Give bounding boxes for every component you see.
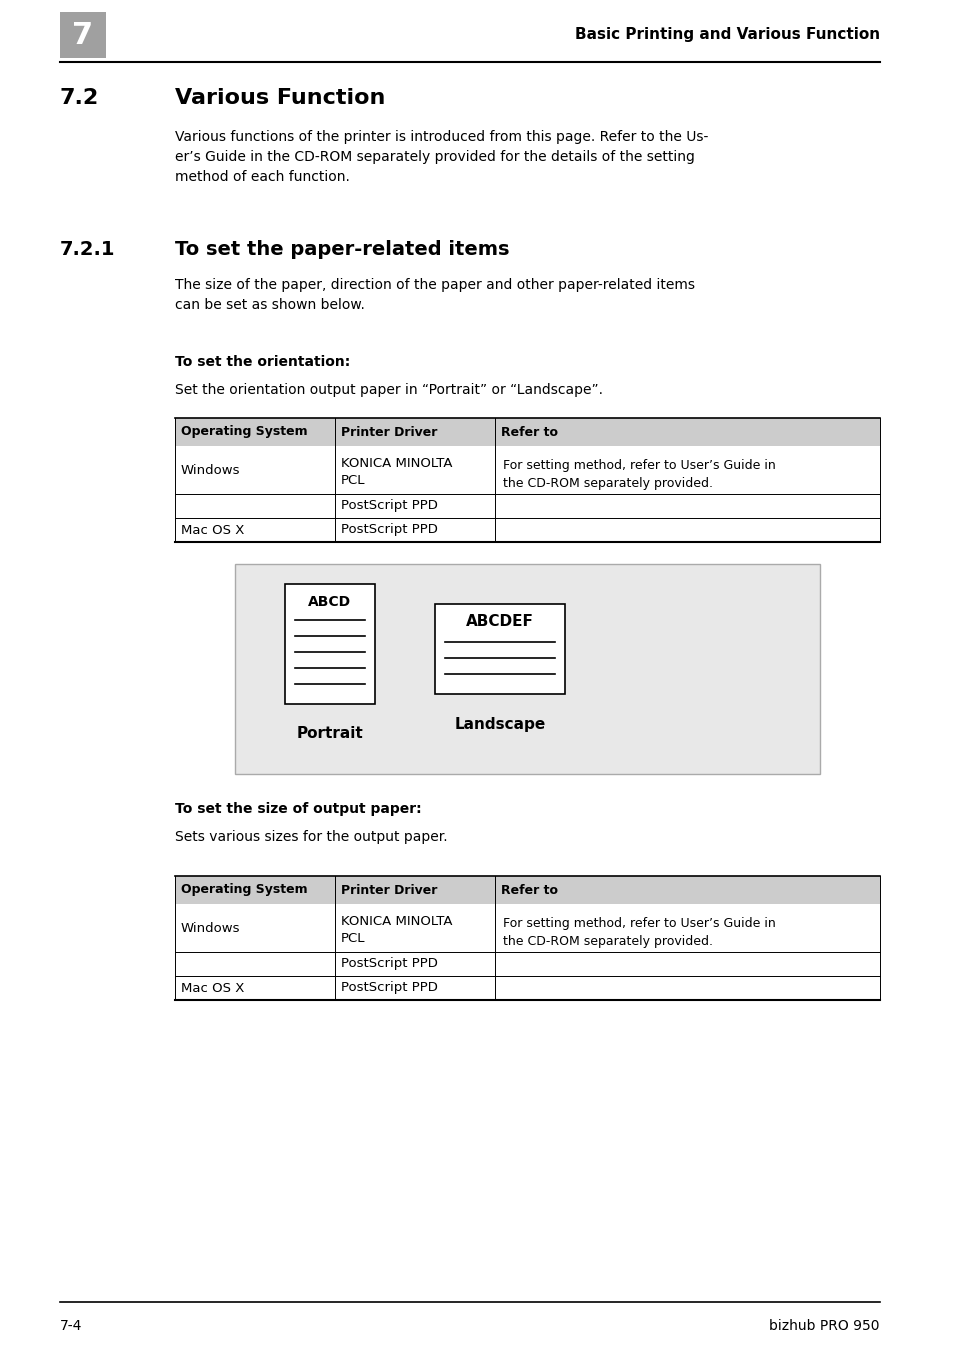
Text: 7.2: 7.2 (60, 88, 99, 108)
Text: ABCD: ABCD (308, 595, 352, 608)
Text: 7-4: 7-4 (60, 1320, 82, 1333)
Text: For setting method, refer to User’s Guide in
the CD-ROM separately provided.: For setting method, refer to User’s Guid… (502, 458, 775, 489)
Text: PostScript PPD: PostScript PPD (340, 523, 437, 537)
Text: The size of the paper, direction of the paper and other paper-related items
can : The size of the paper, direction of the … (174, 279, 695, 312)
Text: PostScript PPD: PostScript PPD (340, 957, 437, 971)
Text: To set the size of output paper:: To set the size of output paper: (174, 802, 421, 817)
Text: Operating System: Operating System (181, 426, 307, 438)
Text: Landscape: Landscape (454, 717, 545, 731)
Text: Refer to: Refer to (500, 883, 558, 896)
Text: Windows: Windows (181, 464, 240, 476)
Text: Set the orientation output paper in “Portrait” or “Landscape”.: Set the orientation output paper in “Por… (174, 383, 602, 397)
Bar (174, 418, 879, 446)
Text: bizhub PRO 950: bizhub PRO 950 (769, 1320, 879, 1333)
Bar (174, 446, 879, 493)
Text: Operating System: Operating System (181, 883, 307, 896)
Bar (234, 564, 820, 773)
Bar (435, 604, 564, 694)
Text: 7: 7 (72, 20, 93, 50)
Text: Mac OS X: Mac OS X (181, 982, 244, 995)
Bar (174, 518, 879, 542)
Text: For setting method, refer to User’s Guide in
the CD-ROM separately provided.: For setting method, refer to User’s Guid… (502, 917, 775, 948)
Bar (60, 12, 106, 58)
Text: Portrait: Portrait (296, 726, 363, 741)
Text: Refer to: Refer to (500, 426, 558, 438)
Text: PostScript PPD: PostScript PPD (340, 499, 437, 512)
Text: KONICA MINOLTA
PCL: KONICA MINOLTA PCL (340, 915, 452, 945)
Bar (174, 976, 879, 1000)
Bar (285, 584, 375, 704)
Text: Printer Driver: Printer Driver (340, 426, 436, 438)
Text: Various Function: Various Function (174, 88, 385, 108)
Text: Mac OS X: Mac OS X (181, 523, 244, 537)
Text: To set the paper-related items: To set the paper-related items (174, 241, 509, 260)
Bar (174, 493, 879, 518)
Text: ABCDEF: ABCDEF (466, 615, 534, 630)
Bar (174, 876, 879, 904)
Bar (174, 952, 879, 976)
Text: To set the orientation:: To set the orientation: (174, 356, 350, 369)
Text: Various functions of the printer is introduced from this page. Refer to the Us-
: Various functions of the printer is intr… (174, 130, 708, 184)
Text: Sets various sizes for the output paper.: Sets various sizes for the output paper. (174, 830, 447, 844)
Text: Windows: Windows (181, 922, 240, 934)
Bar (174, 904, 879, 952)
Text: Basic Printing and Various Function: Basic Printing and Various Function (575, 27, 879, 42)
Text: KONICA MINOLTA
PCL: KONICA MINOLTA PCL (340, 457, 452, 487)
Text: Printer Driver: Printer Driver (340, 883, 436, 896)
Text: 7.2.1: 7.2.1 (60, 241, 115, 260)
Text: PostScript PPD: PostScript PPD (340, 982, 437, 995)
